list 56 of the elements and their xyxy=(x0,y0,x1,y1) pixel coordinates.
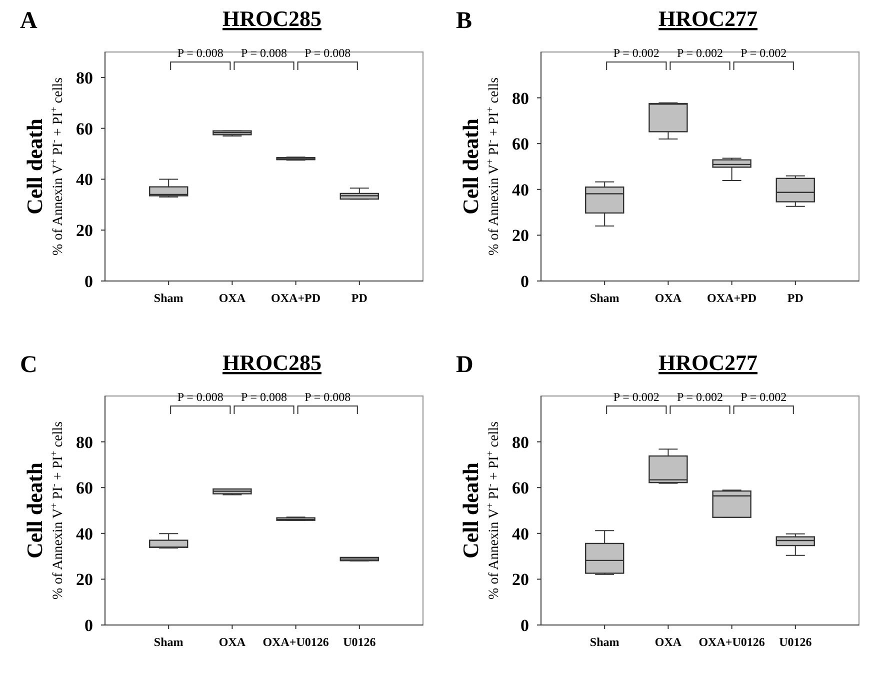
annotation: P = 0.008 xyxy=(304,390,351,404)
chart-title: HROC285 xyxy=(222,350,322,375)
x-tick-label: OXA+PD xyxy=(707,291,757,305)
y-tick-label: 40 xyxy=(512,180,529,200)
y-tick-label: 60 xyxy=(512,478,529,498)
y-tick-label: 0 xyxy=(520,616,529,635)
y-tick-label: 0 xyxy=(520,272,529,291)
y-tick-label: 60 xyxy=(76,119,93,138)
text: D xyxy=(456,352,474,378)
x-tick-label: PD xyxy=(351,291,368,305)
y-tick-label: 20 xyxy=(76,570,93,590)
y-tick-label: 0 xyxy=(84,272,93,291)
x-tick-label: U0126 xyxy=(343,635,376,649)
text: C xyxy=(20,352,38,378)
text: B xyxy=(456,8,472,34)
x-tick-label: OXA xyxy=(654,635,682,649)
x-tick-label: Sham xyxy=(590,291,620,305)
y-tick-label: 0 xyxy=(84,616,93,635)
annotation: P = 0.008 xyxy=(177,46,224,60)
annotation: P = 0.008 xyxy=(304,46,351,60)
chart-title: HROC285 xyxy=(222,6,322,31)
annotation: P = 0.008 xyxy=(177,390,224,404)
x-tick-label: OXA xyxy=(654,291,682,305)
annotation: P = 0.002 xyxy=(740,46,787,60)
x-tick-label: OXA xyxy=(218,291,246,305)
y-tick-label: 60 xyxy=(76,478,93,498)
y-tick-label: 40 xyxy=(76,170,93,190)
x-tick-label: OXA xyxy=(218,635,246,649)
y-tick-label: 40 xyxy=(512,524,529,544)
y-tick-label: 60 xyxy=(512,134,529,154)
y-tick-label: 40 xyxy=(76,524,93,544)
y-tick-label: 80 xyxy=(76,68,93,88)
y-tick-label: 20 xyxy=(76,221,93,240)
annotation: P = 0.002 xyxy=(677,46,723,60)
annotation: P = 0.002 xyxy=(677,390,723,404)
y-tick-label: 80 xyxy=(76,432,93,452)
x-tick-label: OXA+U0126 xyxy=(698,635,765,649)
x-tick-label: Sham xyxy=(154,291,184,305)
chart-title: HROC277 xyxy=(658,6,758,31)
y-tick-label: 20 xyxy=(512,570,529,590)
annotation: P = 0.002 xyxy=(613,46,660,60)
x-tick-label: OXA+PD xyxy=(271,291,321,305)
y-tick-label: 80 xyxy=(512,88,529,108)
x-tick-label: U0126 xyxy=(779,635,812,649)
annotation: P = 0.002 xyxy=(613,390,660,404)
text: A xyxy=(20,8,38,34)
annotation: P = 0.008 xyxy=(241,390,287,404)
chart-title: HROC277 xyxy=(658,350,758,375)
annotation: P = 0.002 xyxy=(740,390,787,404)
y-tick-label: 20 xyxy=(512,226,529,246)
annotation: P = 0.008 xyxy=(241,46,287,60)
x-tick-label: OXA+U0126 xyxy=(262,635,329,649)
x-tick-label: Sham xyxy=(590,635,620,649)
x-tick-label: Sham xyxy=(154,635,184,649)
x-tick-label: PD xyxy=(787,291,804,305)
y-tick-label: 80 xyxy=(512,432,529,452)
